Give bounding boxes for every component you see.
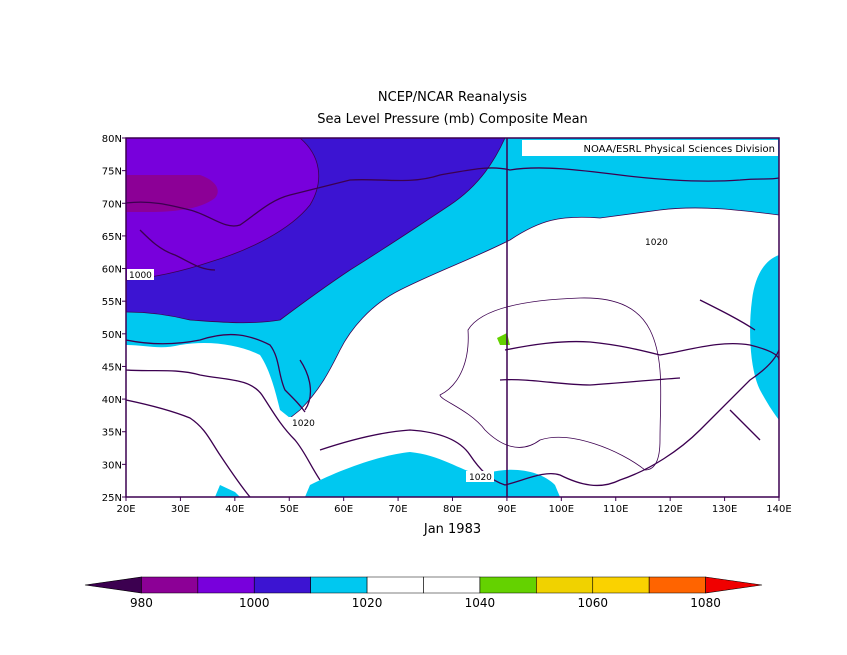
chart-title: NCEP/NCAR Reanalysis	[377, 90, 528, 105]
colorbar-label: 1080	[690, 596, 721, 610]
chart-subtitle: Sea Level Pressure (mb) Composite Mean	[317, 112, 588, 127]
colorbar-swatch	[197, 576, 255, 594]
lon-tick-label: 20E	[116, 504, 135, 515]
colorbar-swatch	[366, 576, 424, 594]
lat-tick-label: 50N	[102, 330, 122, 341]
fill-southwest-1010-1020	[215, 485, 240, 497]
colorbar-swatch	[84, 576, 142, 594]
fill-east-1010-1020	[750, 255, 779, 420]
colorbar-label: 980	[130, 596, 153, 610]
lat-tick-label: 25N	[102, 493, 122, 504]
isobar-lines	[126, 138, 779, 471]
lon-tick-label: 120E	[657, 504, 682, 515]
lon-tick-label: 90E	[497, 504, 516, 515]
colorbar-label: 1040	[465, 596, 496, 610]
lat-tick-label: 45N	[102, 362, 122, 373]
pressure-fill-layer	[126, 138, 779, 497]
lat-tick-label: 80N	[102, 134, 122, 145]
lat-tick-label: 70N	[102, 199, 122, 210]
lat-tick-label: 35N	[102, 428, 122, 439]
longitude-axis: 20E 30E 40E 50E 60E 70E 80E 90E 100E 110E 120E 130E…	[116, 497, 792, 515]
lon-tick-label: 80E	[443, 504, 462, 515]
contour-label-1020-north: 1020	[645, 238, 668, 248]
contour-label-1020-south: 1020	[469, 473, 492, 483]
fill-south-1010-1020	[305, 452, 560, 497]
colorbar-label: 1020	[352, 596, 383, 610]
lat-tick-label: 65N	[102, 232, 122, 243]
lon-tick-label: 140E	[766, 504, 791, 515]
latitude-axis: 25N 30N 35N 40N 45N 50N 55N 60N 65N 70N 75N 80N	[102, 134, 126, 504]
lon-tick-label: 70E	[389, 504, 408, 515]
lon-tick-label: 60E	[334, 504, 353, 515]
lon-tick-label: 50E	[280, 504, 299, 515]
colorbar-swatch	[423, 576, 481, 594]
lat-tick-label: 60N	[102, 265, 122, 276]
colorbar-swatch	[536, 576, 594, 594]
lon-tick-label: 30E	[171, 504, 190, 515]
contour-label-bg	[642, 236, 670, 247]
contour-label-bg	[289, 417, 317, 428]
lat-tick-label: 40N	[102, 395, 122, 406]
colorbar-swatch	[141, 576, 199, 594]
colorbar-label: 1060	[577, 596, 608, 610]
colorbar-swatch	[310, 576, 368, 594]
colorbar-label: 1000	[239, 596, 270, 610]
credit-text: NOAA/ESRL Physical Sciences Division	[584, 144, 776, 155]
colorbar-swatch	[479, 576, 537, 594]
lon-tick-label: 100E	[549, 504, 574, 515]
lon-tick-label: 110E	[603, 504, 628, 515]
lat-tick-label: 55N	[102, 297, 122, 308]
lon-tick-label: 130E	[712, 504, 737, 515]
date-label: Jan 1983	[423, 522, 482, 537]
lon-tick-label: 40E	[225, 504, 244, 515]
colorbar-swatch	[253, 576, 311, 594]
colorbar-swatch	[648, 576, 706, 594]
coastline-layer	[126, 167, 779, 497]
lat-tick-label: 30N	[102, 460, 122, 471]
lat-tick-label: 75N	[102, 167, 122, 178]
contour-label-1020-west: 1020	[292, 419, 315, 429]
colorbar-swatch	[592, 576, 650, 594]
colorbar-swatch	[705, 576, 763, 594]
colorbar: 980 1000 1020 1040 1060 1080	[84, 576, 763, 610]
contour-label-1000: 1000	[129, 271, 152, 281]
credit-box	[522, 140, 778, 156]
fill-990-1000	[126, 138, 319, 280]
contour-label-bg	[466, 471, 494, 482]
contour-label-bg	[127, 269, 154, 280]
